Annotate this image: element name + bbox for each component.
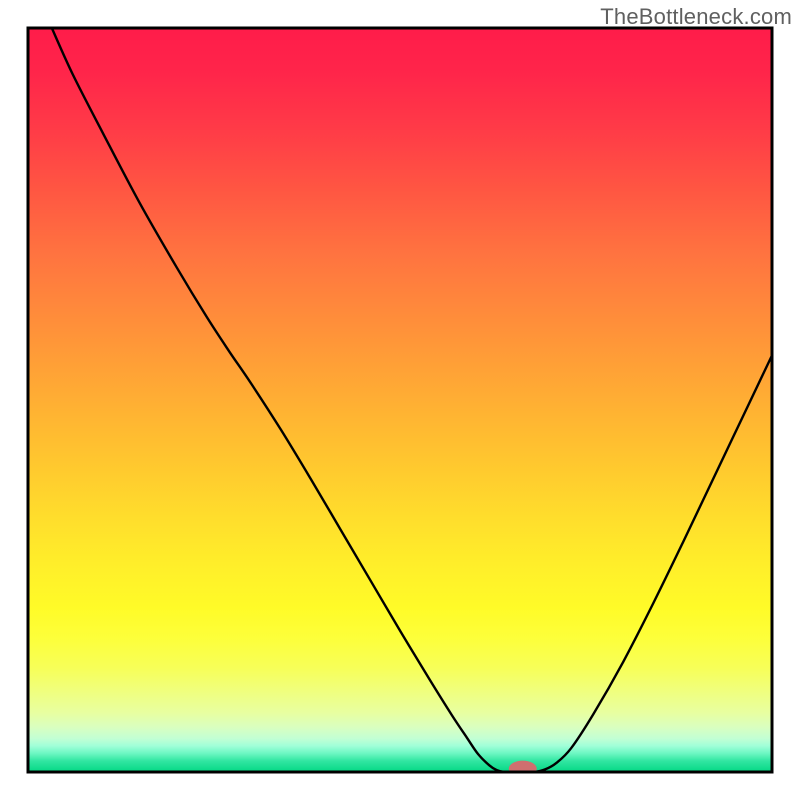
plot-area [28, 28, 772, 777]
optimum-marker [509, 761, 537, 777]
watermark-text: TheBottleneck.com [600, 4, 792, 30]
gradient-background [28, 28, 772, 772]
bottleneck-chart [0, 0, 800, 800]
chart-root: TheBottleneck.com [0, 0, 800, 800]
